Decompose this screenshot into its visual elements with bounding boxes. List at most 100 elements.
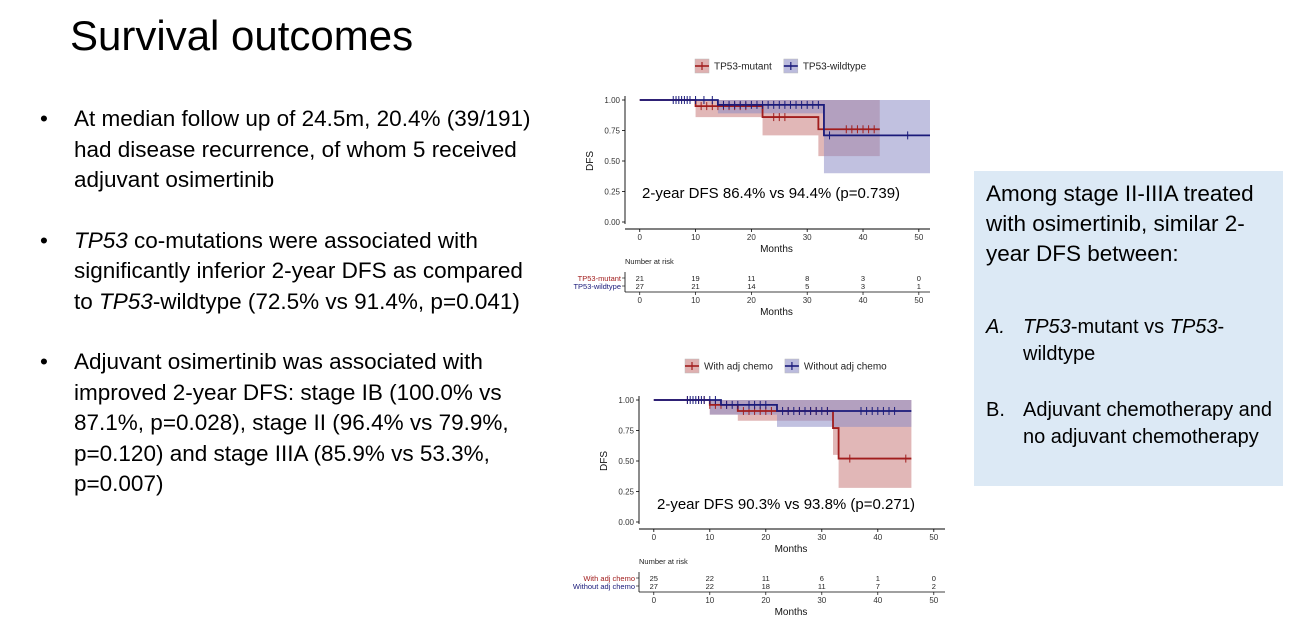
bullet-marker: • bbox=[40, 106, 48, 131]
risk-count: 5 bbox=[805, 282, 809, 291]
y-tick-label: 0.25 bbox=[604, 188, 620, 197]
risk-count: 19 bbox=[691, 274, 699, 283]
slide-title: Survival outcomes bbox=[70, 12, 414, 59]
risk-count: 11 bbox=[762, 574, 770, 583]
x-tick-label: 30 bbox=[817, 533, 826, 542]
y-tick-label: 0.50 bbox=[604, 157, 620, 166]
y-axis-title: DFS bbox=[585, 151, 596, 171]
y-tick-label: 0.50 bbox=[618, 457, 634, 466]
risk-count: 27 bbox=[636, 282, 644, 291]
x-axis-title: Months bbox=[760, 244, 793, 255]
risk-count: 18 bbox=[762, 582, 770, 591]
legend-item: TP53-wildtype bbox=[783, 58, 867, 74]
legend-item: With adj chemo bbox=[684, 358, 773, 374]
legend-label: With adj chemo bbox=[704, 362, 773, 373]
risk-count: 21 bbox=[636, 274, 644, 283]
gene-name: TP53 bbox=[1023, 316, 1071, 338]
bullet-marker: • bbox=[40, 227, 48, 253]
bullet-text-part: At median follow up of 24.5m, 20.4% (39/… bbox=[74, 106, 531, 192]
confidence-band bbox=[639, 100, 930, 174]
risk-count: 11 bbox=[747, 274, 755, 283]
risk-x-tick-label: 10 bbox=[705, 596, 714, 605]
risk-table-title: Number at risk bbox=[639, 557, 688, 566]
x-tick-label: 50 bbox=[914, 233, 923, 242]
risk-row-label: TP53-mutant bbox=[578, 274, 622, 283]
legend-label: TP53-mutant bbox=[714, 62, 772, 73]
risk-row-label: With adj chemo bbox=[583, 574, 635, 583]
risk-x-tick-label: 0 bbox=[638, 296, 643, 305]
x-tick-label: 0 bbox=[652, 533, 657, 542]
y-axis-title: DFS bbox=[599, 451, 610, 471]
dfs-annotation: 2-year DFS 86.4% vs 94.4% (p=0.739) bbox=[642, 185, 900, 202]
bullet-text-part: co-mutations were associated with signif… bbox=[74, 227, 523, 314]
risk-count: 7 bbox=[876, 582, 880, 591]
km-chart-tp53: TP53-mutant TP53-wildtype0.000.250.500.75… bbox=[573, 58, 930, 318]
risk-x-tick-label: 20 bbox=[747, 296, 756, 305]
summary-box: Among stage II-IIIA treated with osimert… bbox=[974, 171, 1283, 486]
x-tick-label: 30 bbox=[803, 233, 812, 242]
risk-x-tick-label: 20 bbox=[761, 596, 770, 605]
risk-count: 25 bbox=[650, 574, 658, 583]
confidence-band bbox=[639, 100, 880, 157]
gene-name: TP53 bbox=[1169, 316, 1218, 338]
y-tick-label: 0.75 bbox=[618, 427, 634, 436]
bullet-text: Adjuvant osimertinib was associated with… bbox=[74, 349, 509, 496]
risk-count: 22 bbox=[706, 574, 714, 583]
bullet-text-part: Adjuvant osimertinib was associated with… bbox=[74, 349, 509, 496]
risk-x-tick-label: 50 bbox=[914, 296, 923, 305]
y-tick-label: 1.00 bbox=[618, 396, 634, 405]
legend-item: Without adj chemo bbox=[784, 358, 887, 374]
x-tick-label: 50 bbox=[929, 533, 938, 542]
risk-count: 21 bbox=[691, 282, 699, 291]
legend-label: Without adj chemo bbox=[804, 362, 887, 373]
x-tick-label: 10 bbox=[705, 533, 714, 542]
summary-item-text: TP53-mutant vs TP53-wildtype bbox=[1023, 314, 1273, 368]
risk-x-tick-label: 50 bbox=[929, 596, 938, 605]
bullet-item: • At median follow up of 24.5m, 20.4% (3… bbox=[38, 104, 538, 196]
risk-x-tick-label: 10 bbox=[691, 296, 700, 305]
risk-row-label: Without adj chemo bbox=[573, 582, 635, 591]
x-tick-label: 20 bbox=[747, 233, 756, 242]
risk-x-tick-label: 30 bbox=[817, 596, 826, 605]
legend-item: TP53-mutant bbox=[694, 58, 772, 74]
x-tick-label: 40 bbox=[873, 533, 882, 542]
x-tick-label: 0 bbox=[638, 233, 643, 242]
y-tick-label: 1.00 bbox=[604, 96, 620, 105]
x-tick-label: 10 bbox=[691, 233, 700, 242]
bullet-item: • Adjuvant osimertinib was associated wi… bbox=[38, 347, 538, 500]
risk-count: 27 bbox=[650, 582, 658, 591]
summary-heading: Among stage II-IIIA treated with osimert… bbox=[986, 181, 1254, 266]
risk-x-title: Months bbox=[760, 307, 793, 318]
risk-count: 3 bbox=[861, 282, 865, 291]
risk-count: 6 bbox=[820, 574, 824, 583]
gene-name: TP53 bbox=[74, 227, 128, 253]
risk-x-tick-label: 0 bbox=[652, 596, 657, 605]
y-tick-label: 0.75 bbox=[604, 127, 620, 136]
summary-text-part: -mutant vs bbox=[1070, 316, 1170, 338]
risk-count: 8 bbox=[805, 274, 809, 283]
x-axis-title: Months bbox=[775, 544, 808, 555]
risk-count: 1 bbox=[876, 574, 880, 583]
x-tick-label: 20 bbox=[761, 533, 770, 542]
y-tick-label: 0.00 bbox=[618, 518, 634, 527]
y-tick-label: 0.25 bbox=[618, 488, 634, 497]
bullet-marker: • bbox=[40, 349, 48, 374]
km-chart-adj-chemo: With adj chemo Without adj chemo0.000.250… bbox=[573, 358, 945, 618]
summary-text-part: -wildtype bbox=[1023, 316, 1225, 365]
risk-count: 22 bbox=[706, 582, 714, 591]
risk-count: 0 bbox=[932, 574, 936, 583]
bullet-text: TP53 co-mutations were associated with s… bbox=[74, 228, 523, 314]
dfs-annotation: 2-year DFS 90.3% vs 93.8% (p=0.271) bbox=[657, 496, 915, 513]
bullet-list: • At median follow up of 24.5m, 20.4% (3… bbox=[38, 104, 538, 530]
y-tick-label: 0.00 bbox=[604, 218, 620, 227]
bullet-item: • TP53 co-mutations were associated with… bbox=[38, 226, 538, 318]
risk-count: 14 bbox=[747, 282, 755, 291]
risk-count: 2 bbox=[932, 582, 936, 591]
legend-label: TP53-wildtype bbox=[803, 62, 867, 73]
bullet-text-part: -wildtype (72.5% vs 91.4%, p=0.041) bbox=[152, 288, 520, 314]
risk-count: 0 bbox=[917, 274, 921, 283]
gene-name: TP53 bbox=[99, 288, 153, 314]
risk-row-label: TP53-wildtype bbox=[573, 282, 621, 291]
risk-x-title: Months bbox=[775, 607, 808, 618]
risk-count: 1 bbox=[917, 282, 921, 291]
